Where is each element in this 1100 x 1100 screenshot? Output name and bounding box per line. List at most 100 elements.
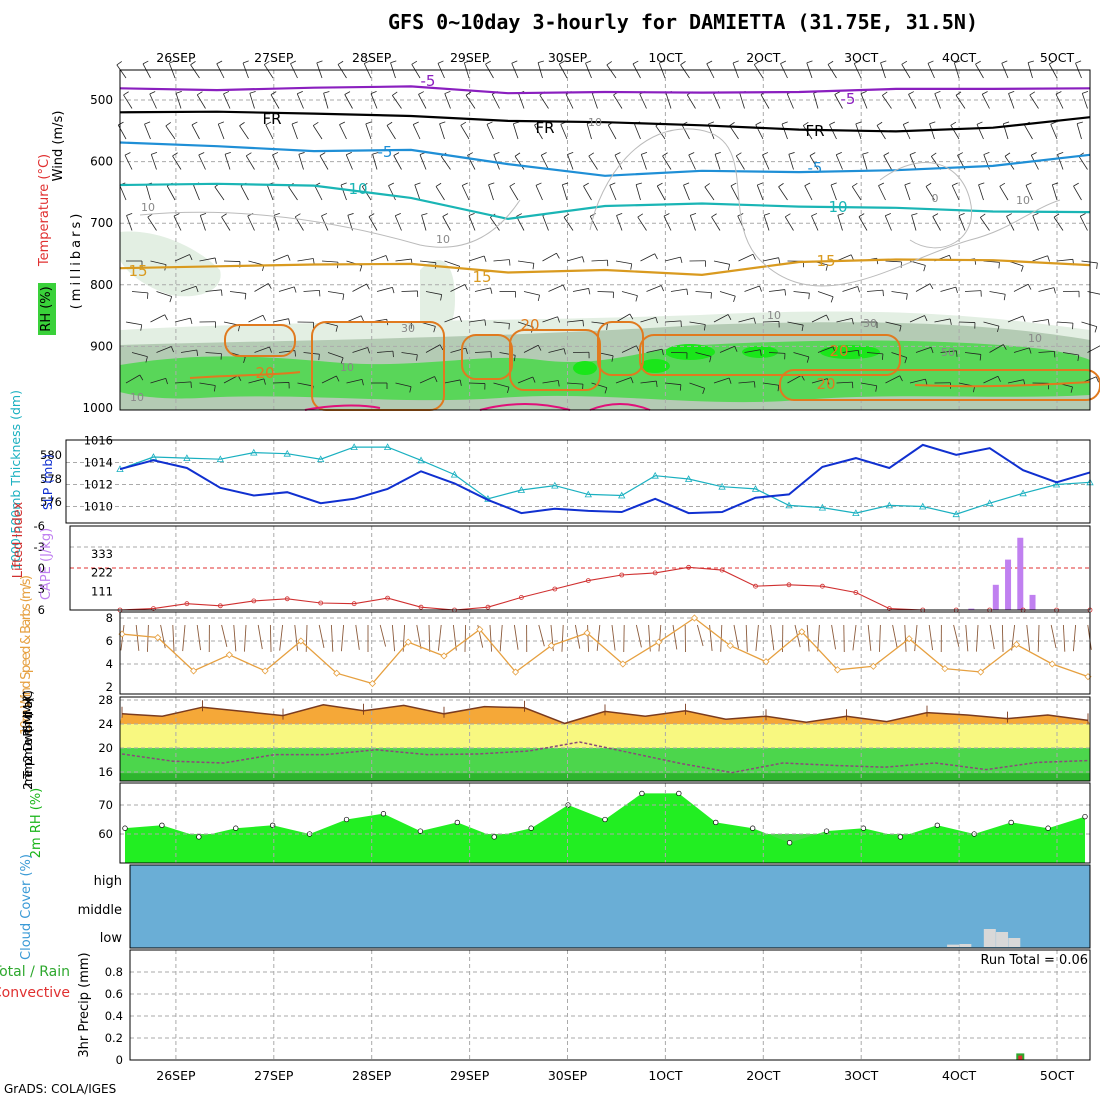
- wind-barb-flag: [808, 293, 810, 300]
- wind10m-barb: [975, 624, 979, 652]
- wind-barb-flag: [316, 60, 323, 64]
- wind-barb-flag: [883, 152, 890, 156]
- wind-barb: [881, 95, 892, 109]
- wind-barb-flag: [437, 60, 444, 64]
- wind-barb-flag: [1001, 60, 1008, 64]
- wind-barb: [523, 291, 540, 296]
- wind-barb-flag: [151, 152, 158, 155]
- wind-barb: [391, 95, 402, 109]
- wind-barb: [173, 215, 182, 231]
- wind-barb-flag: [145, 356, 148, 363]
- wind-barb: [205, 289, 222, 292]
- wind-barb: [339, 124, 347, 140]
- wind-barb: [395, 258, 412, 262]
- wind10m-barb: [587, 624, 589, 652]
- wind10m-barb: [1026, 624, 1031, 651]
- slp-line: [119, 443, 1091, 515]
- wind-barb-flag: [372, 152, 379, 155]
- wind-barb: [119, 185, 127, 201]
- lifted-index-point: [251, 598, 257, 604]
- wind-barb: [904, 184, 911, 201]
- wind-barb-flag: [537, 345, 542, 351]
- wind-barb: [663, 215, 672, 231]
- wind-barb-flag: [467, 152, 473, 156]
- wind-barb-flag: [851, 318, 854, 325]
- wind-barb-flag: [460, 121, 467, 126]
- wind-barb: [621, 345, 637, 353]
- wind-barb: [802, 125, 813, 140]
- rh2m-point: [897, 834, 904, 840]
- wind-barb-flag: [263, 378, 266, 385]
- wind-barb-flag: [342, 293, 345, 300]
- wind-barb: [518, 93, 525, 109]
- wind-barb: [217, 123, 225, 140]
- rh2m-point: [676, 790, 682, 797]
- wind-barb: [1024, 124, 1033, 140]
- wind-barb-flag: [931, 152, 937, 157]
- slp-tick-label: 1014: [84, 456, 113, 470]
- wind-barb: [150, 377, 166, 384]
- legend-rain: Total / Rain: [0, 964, 70, 980]
- wind-barb: [419, 376, 435, 384]
- wind-barb-flag: [269, 346, 272, 353]
- ylabel-wind10m: 10m Wind Speed & Barbs (m/s): [19, 575, 34, 735]
- wind-barb: [401, 290, 418, 292]
- wind-barb-flag: [806, 356, 810, 363]
- wind-barb-flag: [541, 152, 547, 156]
- wind-barb-flag: [321, 213, 328, 217]
- wind-barb-flag: [955, 91, 962, 96]
- wind-barb-flag: [298, 152, 305, 155]
- contour-label: 10: [141, 201, 155, 214]
- wind-barb-flag: [242, 60, 249, 64]
- rh2m-tick-label: 60: [98, 827, 113, 841]
- wind10m-barb: [852, 624, 857, 651]
- thickness-point: [417, 456, 425, 464]
- wind-barb-flag: [221, 289, 223, 296]
- wind-barb-flag: [736, 152, 742, 157]
- wind-barb-flag: [999, 182, 1006, 187]
- lifted-index-point: [585, 578, 591, 583]
- wind-barb-flag: [632, 60, 639, 65]
- lifted-index-point: [385, 595, 390, 601]
- date-label-top: 4OCT: [942, 50, 977, 65]
- wind-barb-flag: [911, 213, 918, 216]
- wind-barb-flag: [197, 91, 203, 96]
- wind-barb: [223, 375, 239, 384]
- wind-barb-flag: [582, 320, 584, 327]
- wind-barb-flag: [858, 213, 865, 217]
- lifted-index-point: [886, 606, 892, 611]
- wind-barb: [613, 94, 623, 109]
- wind-barb-flag: [829, 121, 836, 125]
- wind-barb-flag: [929, 283, 934, 290]
- lifted-index-point: [318, 600, 324, 606]
- wind-barb-flag: [484, 319, 487, 326]
- thickness-point: [751, 485, 760, 492]
- wind-barb: [1075, 63, 1082, 79]
- cloud-low-bar: [947, 944, 960, 947]
- wind-barb-flag: [706, 60, 713, 65]
- wind-barb: [1081, 321, 1097, 328]
- rh2m-point: [491, 834, 497, 840]
- wind10m-barb: [965, 624, 969, 652]
- wind-barb: [542, 215, 549, 231]
- wind-barb-flag: [340, 357, 344, 364]
- wind-tick-label: 6: [106, 634, 113, 648]
- wind-barb-flag: [243, 357, 246, 364]
- wind-barb: [778, 186, 788, 201]
- wind-barb: [670, 288, 687, 292]
- wind-barb: [388, 185, 396, 201]
- contour-label: 15: [816, 252, 835, 270]
- wind-barb: [297, 382, 314, 387]
- wind-barb: [461, 185, 470, 201]
- slp-tick-label: 1012: [84, 478, 113, 492]
- wind-barb-flag: [906, 293, 908, 300]
- lifted-index-line: [119, 566, 1090, 611]
- wind-barb: [597, 291, 614, 293]
- wind-barb: [609, 185, 617, 201]
- contour-label: FR: [262, 110, 281, 128]
- wind-barb: [809, 155, 819, 170]
- wind-barb-flag: [507, 387, 510, 394]
- wind-barb-flag: [904, 357, 908, 364]
- wind-barb: [512, 123, 519, 140]
